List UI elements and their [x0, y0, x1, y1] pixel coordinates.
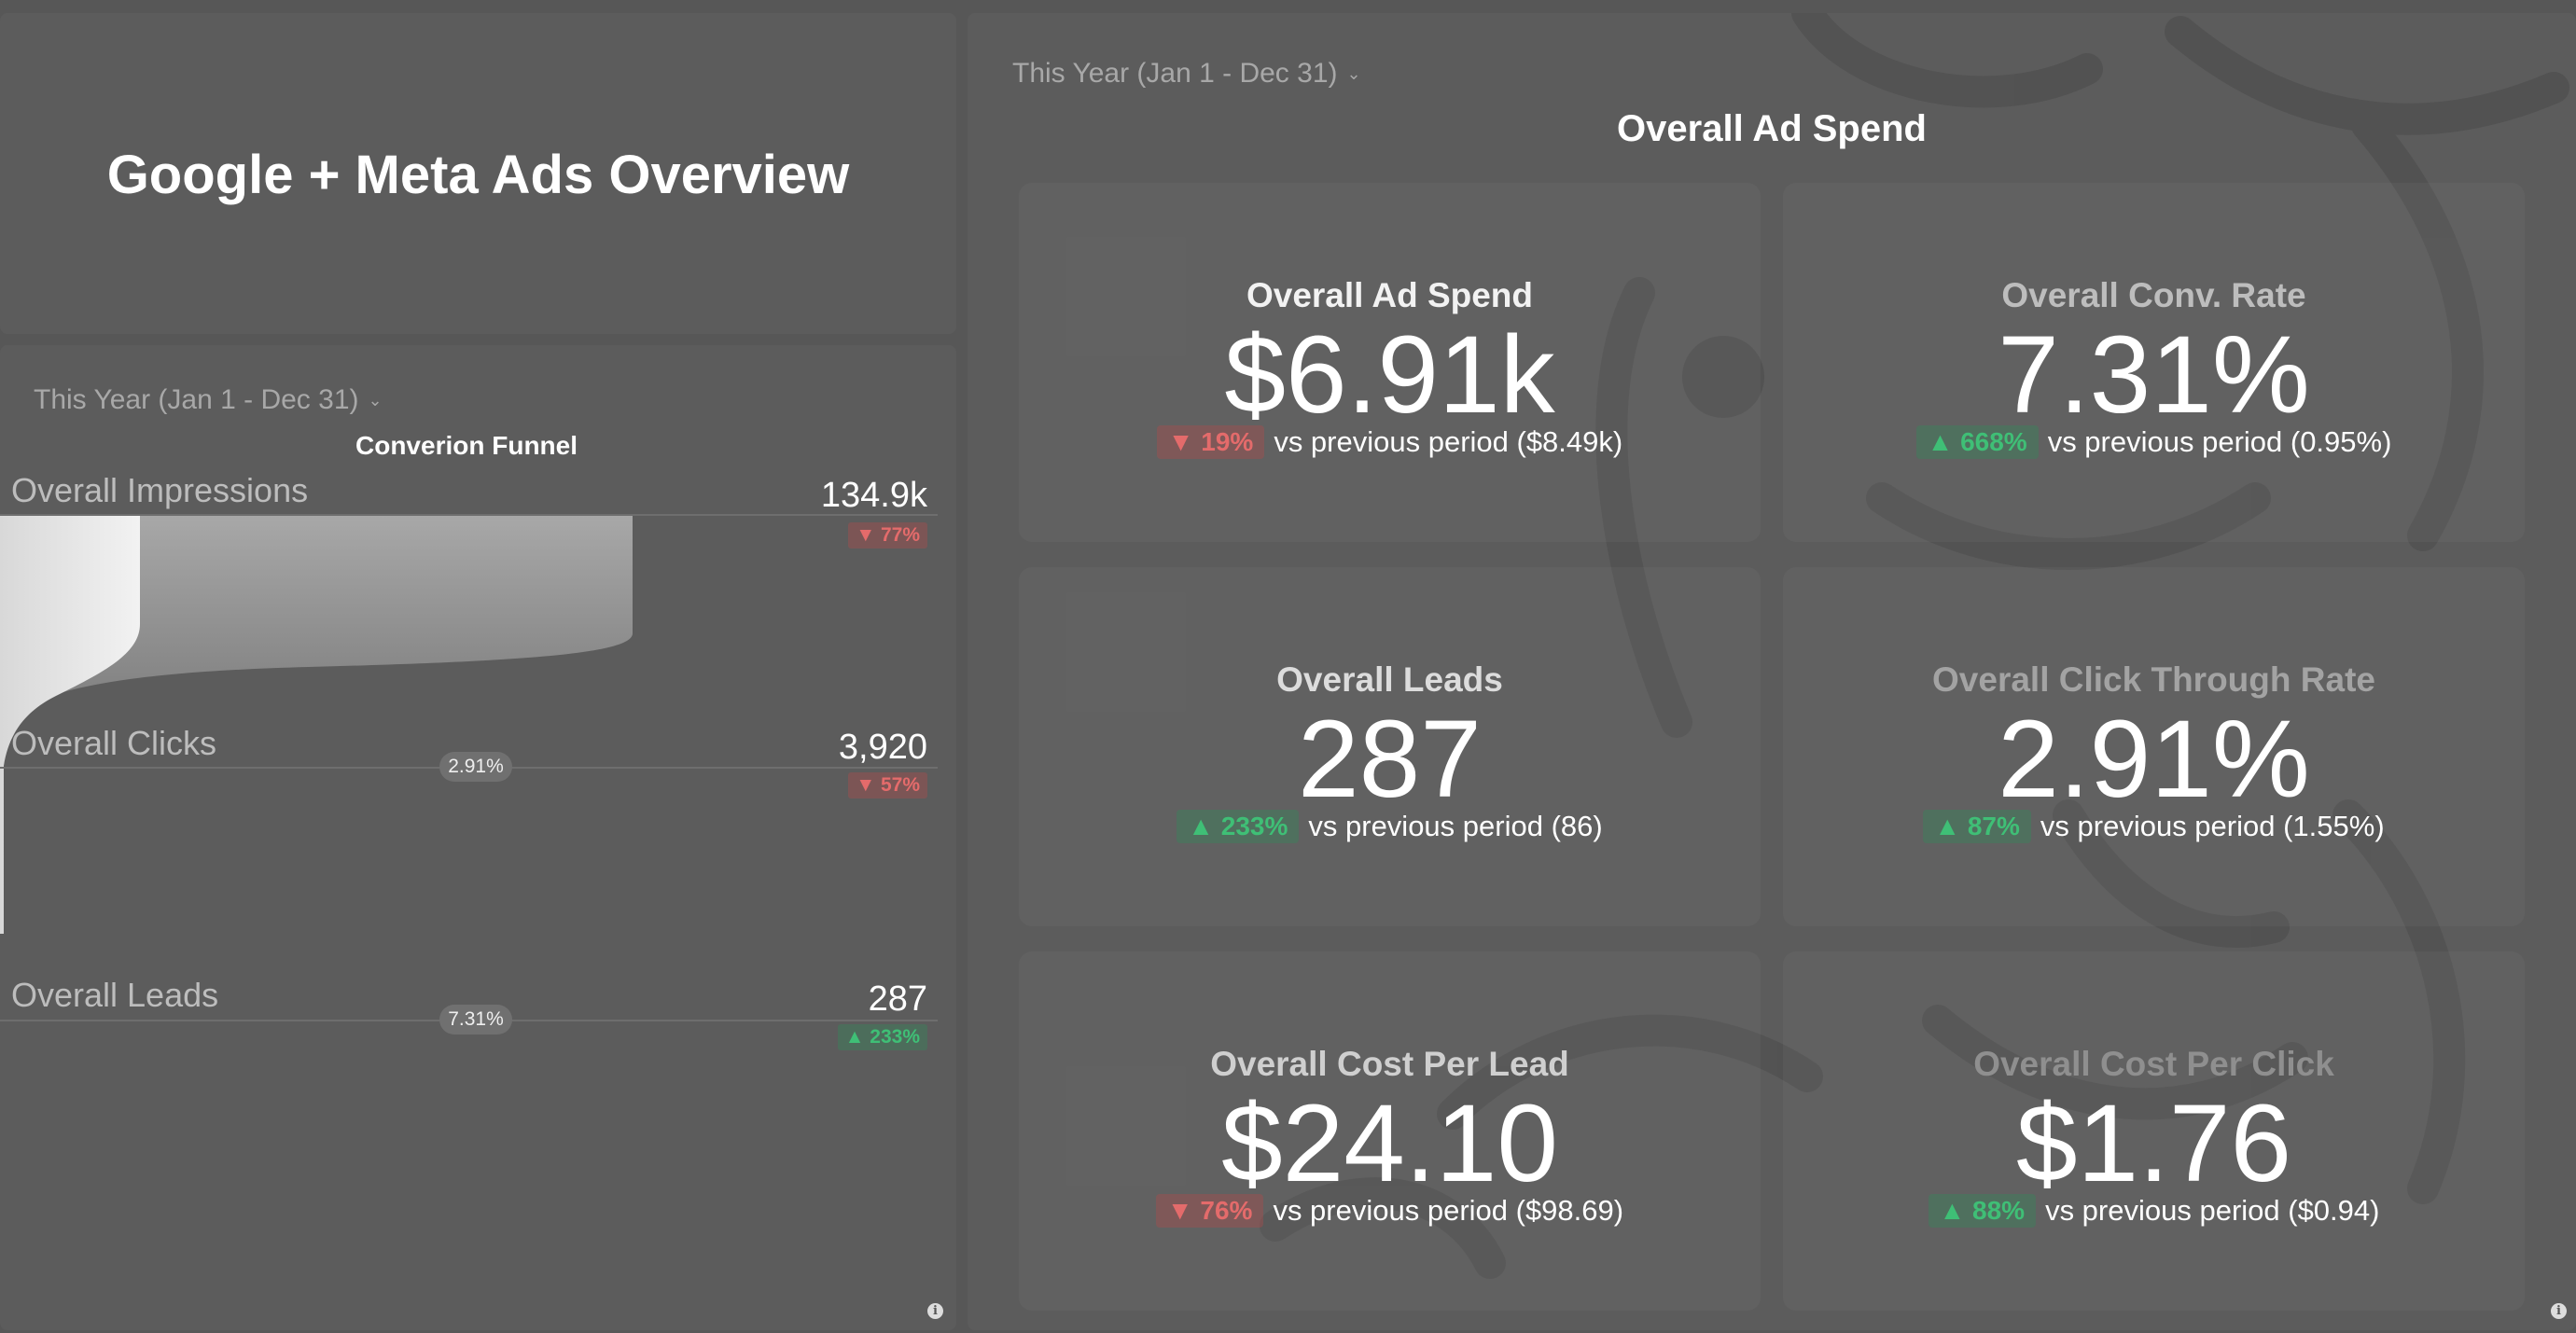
kpi-previous-period: vs previous period (1.55%) [2040, 810, 2385, 842]
funnel-stage-value-impressions: 134.9k [820, 476, 927, 515]
kpi-value: $6.91k [1224, 313, 1555, 437]
kpi-value: $1.76 [2015, 1082, 2292, 1205]
kpi-change-badge: ▲ 88% [1928, 1194, 2037, 1228]
kpi-label: Overall Cost Per Lead [1210, 1045, 1569, 1083]
funnel-stage-change-impressions: ▼ 77% [848, 522, 927, 548]
kpi-previous-period: vs previous period ($98.69) [1273, 1194, 1624, 1227]
kpi-comparison: ▲ 233% vs previous period (86) [1019, 810, 1761, 843]
kpi-value: $24.10 [1221, 1082, 1558, 1205]
kpi-change-badge: ▲ 668% [1915, 425, 2039, 459]
kpi-label: Overall Leads [1276, 660, 1503, 699]
funnel-stage-change-leads: ▲ 233% [837, 1024, 927, 1050]
kpi-comparison: ▼ 76% vs previous period ($98.69) [1019, 1194, 1761, 1228]
date-filter-label: This Year (Jan 1 - Dec 31) [1012, 58, 1338, 89]
kpi-label: Overall Conv. Rate [2001, 276, 2306, 314]
kpi-change-badge: ▲ 87% [1923, 810, 2031, 843]
info-icon[interactable]: i [2551, 1303, 2567, 1319]
kpi-value: 7.31% [1998, 313, 2310, 437]
funnel-stage-change-clicks: ▼ 57% [848, 772, 927, 798]
funnel-divider [0, 514, 938, 516]
kpi-comparison: ▲ 87% vs previous period (1.55%) [1783, 810, 2525, 843]
kpi-previous-period: vs previous period ($8.49k) [1274, 425, 1623, 458]
ad-spend-kpi-widget: This Year (Jan 1 - Dec 31) ⌄ Overall Ad … [968, 13, 2576, 1330]
funnel-stage-label-impressions: Overall Impressions [11, 471, 309, 509]
chevron-down-icon: ⌄ [1346, 63, 1361, 83]
kpi-comparison: ▼ 19% vs previous period ($8.49k) [1019, 425, 1761, 459]
mascot-watermark-icon [1260, 13, 2569, 1279]
funnel-stage-value-clicks: 3,920 [838, 728, 927, 767]
info-icon[interactable]: i [927, 1303, 943, 1319]
date-filter-dropdown[interactable]: This Year (Jan 1 - Dec 31) ⌄ [34, 384, 383, 416]
kpi-previous-period: vs previous period (86) [1308, 810, 1603, 842]
kpi-change-badge: ▼ 76% [1155, 1194, 1264, 1228]
kpi-label: Overall Cost Per Click [1973, 1045, 2334, 1083]
funnel-stage-value-leads: 287 [868, 979, 927, 1019]
conversion-funnel-widget: This Year (Jan 1 - Dec 31) ⌄ Converion F… [0, 345, 956, 1330]
chevron-down-icon: ⌄ [368, 390, 383, 410]
funnel-title: Converion Funnel [355, 431, 578, 460]
kpi-previous-period: vs previous period ($0.94) [2045, 1194, 2380, 1227]
kpi-change-badge: ▲ 233% [1177, 810, 1300, 843]
kpi-comparison: ▲ 668% vs previous period (0.95%) [1783, 425, 2525, 459]
funnel-chart [0, 514, 633, 934]
kpi-card-conv-rate[interactable]: Overall Conv. Rate 7.31% ▲ 668% vs previ… [1783, 183, 2525, 542]
kpi-card-cost-per-click[interactable]: Overall Cost Per Click $1.76 ▲ 88% vs pr… [1783, 951, 2525, 1311]
kpi-label: Overall Ad Spend [1246, 276, 1534, 314]
funnel-stage-label-leads: Overall Leads [11, 976, 219, 1014]
kpi-card-ad-spend[interactable]: Overall Ad Spend $6.91k ▼ 19% vs previou… [1019, 183, 1761, 542]
funnel-band-clicks [0, 514, 140, 934]
kpi-card-click-through-rate[interactable]: Overall Click Through Rate 2.91% ▲ 87% v… [1783, 567, 2525, 926]
kpi-card-cost-per-lead[interactable]: Overall Cost Per Lead $24.10 ▼ 76% vs pr… [1019, 951, 1761, 1311]
kpi-change-badge: ▼ 19% [1156, 425, 1265, 459]
funnel-stage-label-clicks: Overall Clicks [11, 724, 217, 762]
kpi-comparison: ▲ 88% vs previous period ($0.94) [1783, 1194, 2525, 1228]
date-filter-dropdown[interactable]: This Year (Jan 1 - Dec 31) ⌄ [1012, 58, 1361, 90]
title-panel: Google + Meta Ads Overview [0, 13, 956, 334]
kpi-widget-title: Overall Ad Spend [1617, 108, 1927, 149]
kpi-value: 2.91% [1998, 698, 2310, 821]
kpi-value: 287 [1298, 698, 1482, 821]
conversion-rate-pill: 7.31% [439, 1005, 512, 1034]
dashboard-title: Google + Meta Ads Overview [106, 145, 850, 205]
conversion-rate-pill: 2.91% [439, 752, 512, 782]
kpi-card-leads[interactable]: Overall Leads 287 ▲ 233% vs previous per… [1019, 567, 1761, 926]
kpi-previous-period: vs previous period (0.95%) [2047, 425, 2392, 458]
funnel-band-impressions [0, 514, 633, 738]
kpi-label: Overall Click Through Rate [1932, 660, 2375, 699]
date-filter-label: This Year (Jan 1 - Dec 31) [34, 384, 359, 415]
